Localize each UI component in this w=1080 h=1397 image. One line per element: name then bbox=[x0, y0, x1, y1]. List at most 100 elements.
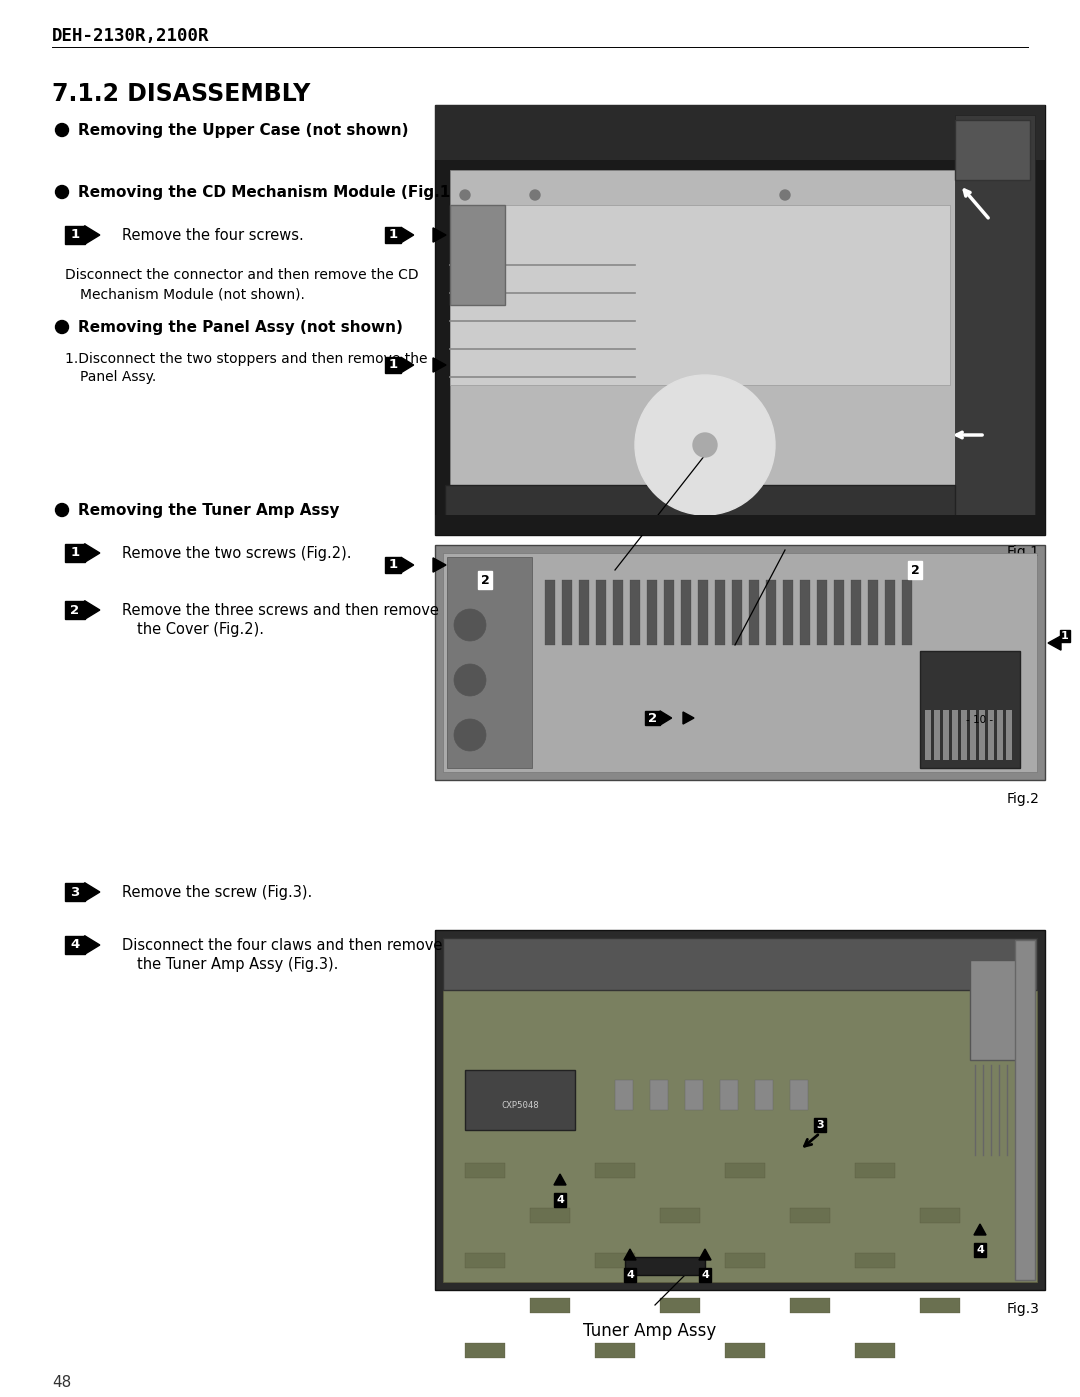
Bar bbox=[65, 936, 84, 954]
Bar bbox=[443, 937, 1037, 990]
Bar bbox=[988, 710, 994, 760]
Bar bbox=[630, 580, 640, 645]
Bar bbox=[384, 228, 401, 243]
Bar bbox=[750, 580, 759, 645]
Text: Tuner Amp Assy: Tuner Amp Assy bbox=[583, 1322, 717, 1340]
Text: 4: 4 bbox=[70, 939, 79, 951]
Bar bbox=[943, 710, 949, 760]
Polygon shape bbox=[624, 1249, 636, 1260]
Bar bbox=[1005, 710, 1012, 760]
Circle shape bbox=[55, 320, 68, 334]
Text: Fig.3: Fig.3 bbox=[1008, 1302, 1040, 1316]
Text: Removing the CD Mechanism Module (Fig.1): Removing the CD Mechanism Module (Fig.1) bbox=[78, 184, 457, 200]
Circle shape bbox=[55, 123, 68, 137]
Text: Remove the four screws.: Remove the four screws. bbox=[122, 228, 303, 243]
Text: 4: 4 bbox=[556, 1194, 564, 1206]
Bar bbox=[855, 1253, 895, 1268]
Bar bbox=[647, 580, 657, 645]
Bar bbox=[1015, 940, 1035, 1280]
Bar bbox=[720, 1080, 738, 1111]
Text: Panel Assy.: Panel Assy. bbox=[80, 370, 157, 384]
Text: 48: 48 bbox=[52, 1375, 71, 1390]
Bar bbox=[435, 105, 1045, 161]
Bar bbox=[465, 1253, 505, 1268]
Circle shape bbox=[460, 190, 470, 200]
Bar bbox=[855, 1162, 895, 1178]
Text: 2: 2 bbox=[481, 574, 489, 587]
Text: 2: 2 bbox=[70, 604, 79, 616]
Bar bbox=[443, 553, 1037, 773]
Text: 1.Disconnect the two stoppers and then remove the: 1.Disconnect the two stoppers and then r… bbox=[65, 352, 428, 366]
Bar bbox=[435, 515, 1045, 535]
Polygon shape bbox=[433, 557, 446, 573]
Bar bbox=[465, 1070, 575, 1130]
Text: 2: 2 bbox=[910, 563, 919, 577]
Polygon shape bbox=[699, 1249, 711, 1260]
Polygon shape bbox=[84, 543, 99, 563]
Bar bbox=[800, 580, 810, 645]
Bar bbox=[715, 580, 725, 645]
Bar bbox=[530, 1298, 570, 1313]
Bar bbox=[613, 580, 623, 645]
Text: 4: 4 bbox=[626, 1270, 634, 1280]
Circle shape bbox=[693, 433, 717, 457]
Polygon shape bbox=[401, 228, 414, 243]
Text: DEH-2130R,2100R: DEH-2130R,2100R bbox=[52, 27, 210, 45]
Text: CXP5048: CXP5048 bbox=[501, 1101, 539, 1109]
Bar bbox=[789, 1298, 831, 1313]
Polygon shape bbox=[554, 1173, 566, 1185]
Bar bbox=[660, 1298, 700, 1313]
Text: Removing the Panel Assy (not shown): Removing the Panel Assy (not shown) bbox=[78, 320, 403, 335]
Bar bbox=[834, 580, 843, 645]
Bar bbox=[685, 1080, 703, 1111]
Bar bbox=[435, 930, 1045, 1289]
Bar bbox=[789, 1080, 808, 1111]
Bar bbox=[447, 557, 532, 768]
Bar bbox=[65, 883, 84, 901]
Circle shape bbox=[635, 374, 775, 515]
Text: Remove the three screws and then remove: Remove the three screws and then remove bbox=[122, 604, 438, 617]
Text: 1: 1 bbox=[70, 546, 79, 560]
Bar bbox=[595, 1162, 635, 1178]
Bar bbox=[755, 1080, 773, 1111]
Text: 1: 1 bbox=[389, 559, 397, 571]
Bar bbox=[885, 580, 895, 645]
Text: 1: 1 bbox=[389, 229, 397, 242]
Bar bbox=[725, 1343, 765, 1358]
Text: 1: 1 bbox=[1062, 631, 1069, 641]
Text: Fig.2: Fig.2 bbox=[1008, 792, 1040, 806]
Bar bbox=[961, 710, 967, 760]
Bar bbox=[450, 170, 960, 520]
Polygon shape bbox=[433, 358, 446, 372]
Polygon shape bbox=[401, 557, 414, 573]
Bar bbox=[435, 105, 1045, 535]
Bar bbox=[955, 115, 1035, 525]
Polygon shape bbox=[1048, 636, 1061, 650]
Bar bbox=[65, 543, 84, 563]
Text: the Cover (Fig.2).: the Cover (Fig.2). bbox=[137, 622, 264, 637]
Bar bbox=[465, 1162, 505, 1178]
Bar bbox=[924, 710, 931, 760]
Bar bbox=[732, 580, 742, 645]
Polygon shape bbox=[84, 226, 99, 244]
Text: 3: 3 bbox=[816, 1120, 824, 1130]
Circle shape bbox=[780, 190, 789, 200]
Text: 1: 1 bbox=[389, 359, 397, 372]
Bar bbox=[978, 710, 985, 760]
Circle shape bbox=[454, 719, 486, 752]
Text: Disconnect the four claws and then remove: Disconnect the four claws and then remov… bbox=[122, 937, 443, 953]
Bar bbox=[725, 1253, 765, 1268]
Bar bbox=[384, 358, 401, 373]
Text: Removing the Tuner Amp Assy: Removing the Tuner Amp Assy bbox=[78, 503, 339, 518]
Bar bbox=[920, 1208, 960, 1222]
Bar bbox=[562, 580, 572, 645]
Polygon shape bbox=[84, 936, 99, 954]
Bar bbox=[920, 1298, 960, 1313]
Circle shape bbox=[55, 186, 68, 198]
Bar bbox=[681, 580, 691, 645]
Text: Mechanism Module (not shown).: Mechanism Module (not shown). bbox=[80, 286, 305, 300]
Bar bbox=[465, 1343, 505, 1358]
Polygon shape bbox=[84, 601, 99, 619]
Bar bbox=[450, 205, 950, 386]
Bar bbox=[783, 580, 793, 645]
